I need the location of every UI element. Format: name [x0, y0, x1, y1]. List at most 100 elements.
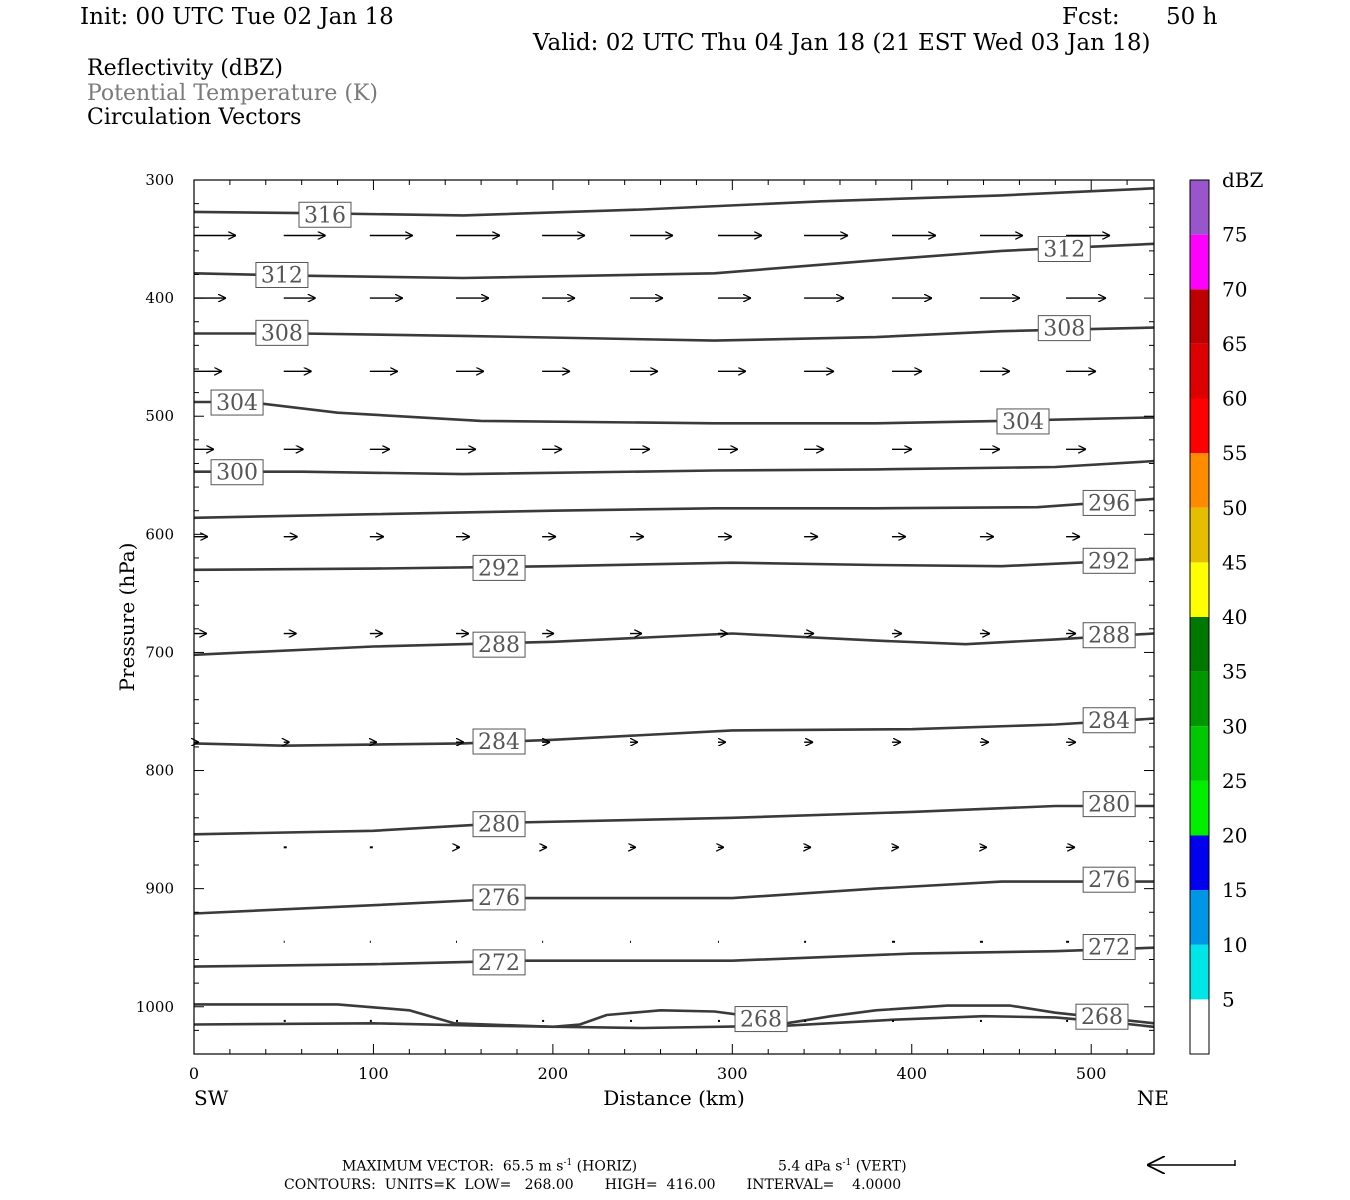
isentrope-label-box	[1075, 1003, 1129, 1030]
colorbar-level-label: 65	[1222, 332, 1247, 356]
isentrope-label-box	[1082, 707, 1136, 734]
isentrope-300	[194, 459, 1155, 476]
isentrope-label: 272	[478, 951, 520, 976]
max-vector-vert-tag: (VERT)	[855, 1158, 907, 1175]
isentrope-label-box	[255, 319, 309, 346]
colorbar-segment	[1190, 617, 1209, 672]
x-tick-label: 400	[896, 1064, 927, 1083]
isentrope-label-box	[472, 884, 526, 911]
y-tick-label: 800	[145, 762, 174, 780]
isentrope-label: 284	[478, 730, 520, 755]
colorbar-segment	[1190, 671, 1209, 727]
x-end-label-ne: NE	[1137, 1086, 1169, 1110]
isentrope-268	[193, 1014, 1155, 1030]
colorbar: 5 10 15 20 25 30 35 40 45 50 55 60 65 70 75 dBZ	[1189, 125, 1264, 1055]
y-tick-label: 600	[145, 525, 174, 543]
x-axis-label: Distance (km)	[603, 1086, 745, 1110]
colorbar-segment	[1190, 289, 1209, 344]
isentrope-label-box	[1082, 489, 1136, 516]
isentrope-label-box	[996, 408, 1050, 435]
axes-layer: 300 400 500 600 700 800 900 1000 0 100 200 300 400 50…	[115, 171, 1169, 1110]
colorbar-segment	[1190, 343, 1209, 399]
isentrope-label-box	[210, 389, 264, 416]
isentrope-288	[193, 632, 1155, 657]
colorbar-segment	[1190, 125, 1209, 180]
colorbar-segment	[1190, 835, 1209, 891]
isentrope-284	[193, 717, 1155, 748]
colorbar-frame	[1189, 179, 1210, 1055]
plot-frame	[193, 179, 1155, 1055]
isentrope-label-layer: 316 312 312 308 308 304 304 300 296 292 292 288 288 2…	[210, 201, 1136, 1033]
colorbar-segment	[1190, 453, 1209, 508]
isentrope-268	[194, 1003, 1155, 1029]
isentrope-label: 288	[478, 633, 520, 658]
isentrope-label: 312	[261, 263, 303, 288]
isentrope-label: 272	[1088, 936, 1130, 961]
isentrope-label: 276	[478, 886, 520, 911]
colorbar-level-label: 15	[1222, 878, 1247, 902]
forecast-hour: 50 h	[1166, 4, 1218, 30]
isentrope-276	[193, 880, 1154, 915]
isentrope-label-box	[472, 811, 526, 838]
isentrope-label: 296	[1088, 491, 1130, 516]
max-vector-vert: 5.4 dPa s	[778, 1158, 843, 1175]
y-tick-label: 300	[145, 171, 174, 189]
colorbar-segment	[1190, 726, 1209, 781]
max-vector-horiz-tag: (HORIZ)	[576, 1158, 638, 1175]
isentrope-label-box	[1037, 236, 1091, 263]
isentrope-label: 300	[216, 461, 258, 486]
isentrope-label-box	[255, 261, 309, 288]
max-vector-label: MAXIMUM VECTOR:	[342, 1158, 494, 1175]
y-axis-label: Pressure (hPa)	[115, 543, 139, 692]
max-vector-info: MAXIMUM VECTOR: 65.5 m s-1 (HORIZ)	[342, 1159, 637, 1174]
isentrope-label-box	[1082, 622, 1136, 649]
forecast-label: Fcst:	[1062, 4, 1120, 30]
contour-info: CONTOURS: UNITS=K LOW= 268.00 HIGH= 416.…	[284, 1177, 902, 1193]
isentrope-label: 304	[216, 391, 258, 416]
vector-layer	[194, 236, 1111, 1022]
colorbar-level-label: 35	[1222, 660, 1247, 684]
max-vector-horiz: 65.5 m s	[502, 1158, 564, 1175]
colorbar-segment	[1190, 507, 1209, 563]
y-tick-label: 500	[145, 407, 174, 425]
colorbar-segment	[1190, 562, 1209, 617]
isentrope-312	[193, 242, 1155, 280]
y-tick-label: 1000	[136, 998, 174, 1016]
valid-time: Valid: 02 UTC Thu 04 Jan 18 (21 EST Wed …	[533, 30, 1151, 56]
isentrope-label: 292	[1088, 549, 1130, 574]
isentrope-label: 288	[1088, 624, 1130, 649]
x-tick-label: 0	[189, 1064, 199, 1083]
colorbar-level-label: 55	[1222, 441, 1247, 465]
isentrope-308	[194, 326, 1155, 342]
colorbar-level-label: 10	[1222, 933, 1247, 957]
x-tick-label: 500	[1076, 1064, 1107, 1083]
colorbar-segment	[1190, 234, 1209, 290]
colorbar-level-label: 20	[1222, 824, 1247, 848]
isentrope-280	[193, 804, 1154, 836]
isentrope-label: 308	[1043, 317, 1085, 342]
isentrope-label: 308	[261, 321, 303, 346]
legend-potential-temperature: Potential Temperature (K)	[87, 81, 378, 106]
isentrope-label: 268	[1081, 1005, 1123, 1030]
isentrope-label: 276	[1088, 868, 1130, 893]
isentrope-label-box	[298, 201, 352, 228]
isentrope-label-box	[1082, 547, 1136, 574]
colorbar-segment	[1190, 780, 1209, 836]
isentrope-label: 312	[1043, 238, 1085, 263]
colorbar-level-label: 50	[1222, 496, 1247, 520]
colorbar-segment	[1190, 999, 1209, 1054]
isentrope-label-box	[472, 631, 526, 658]
isentrope-label-box	[734, 1006, 788, 1033]
isentrope-label: 280	[1088, 793, 1130, 818]
isentrope-296	[193, 497, 1155, 520]
colorbar-level-label: 70	[1222, 277, 1247, 301]
colorbar-level-label: 75	[1222, 223, 1247, 247]
colorbar-segment	[1190, 398, 1209, 454]
horiz-exponent: -1	[563, 1158, 573, 1168]
isentrope-label-box	[472, 949, 526, 976]
isentrope-label-box	[472, 554, 526, 581]
colorbar-level-label: 5	[1222, 987, 1235, 1011]
colorbar-level-label: 60	[1222, 387, 1247, 411]
isentrope-label: 284	[1088, 709, 1130, 734]
x-tick-label: 200	[538, 1064, 569, 1083]
